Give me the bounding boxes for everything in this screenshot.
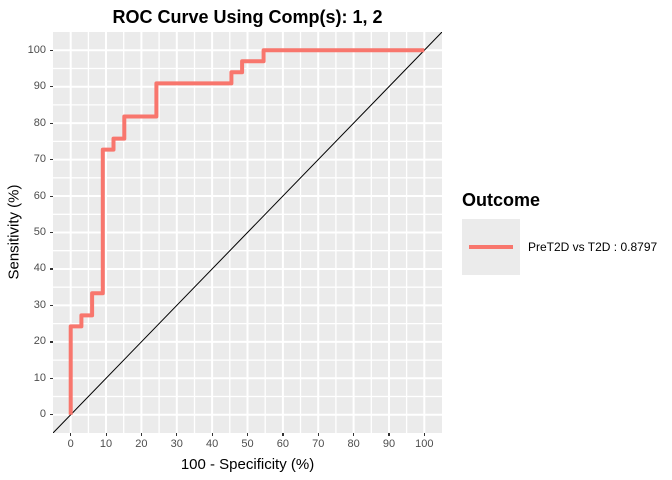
x-tick-mark (70, 433, 72, 436)
y-tick-label: 70 (33, 153, 46, 166)
x-tick-label: 70 (312, 438, 325, 450)
y-tick-mark (50, 49, 53, 51)
y-tick-mark (50, 304, 53, 307)
y-tick-mark (50, 232, 53, 234)
chart-svg (53, 32, 442, 433)
x-tick-label: 90 (382, 438, 396, 450)
grid-major-lines (53, 32, 442, 433)
y-tick-mark (50, 377, 53, 379)
legend-key-line-swatch (469, 245, 513, 249)
x-tick-label: 40 (206, 438, 219, 450)
x-tick-label: 80 (347, 438, 360, 450)
y-tick-mark (50, 414, 53, 416)
y-tick-mark (50, 195, 53, 197)
x-tick-mark (211, 433, 213, 436)
y-tick-mark (50, 268, 53, 270)
y-tick-label: 10 (33, 371, 46, 384)
x-tick-mark (423, 433, 425, 436)
y-tick-label: 30 (33, 298, 46, 311)
x-tick-mark (353, 433, 355, 436)
page-title: ROC Curve Using Comp(s): 1, 2 (112, 7, 383, 27)
x-tick-mark (388, 433, 390, 436)
x-tick-label: 0 (67, 438, 74, 450)
y-tick-label: 90 (33, 80, 46, 93)
y-tick-mark (50, 122, 53, 124)
x-tick-label: 100 (415, 438, 434, 450)
x-tick-label: 50 (241, 438, 254, 450)
x-axis-title: 100 - Specificity (%) (180, 456, 315, 473)
x-tick-mark (247, 433, 249, 436)
x-tick-label: 10 (99, 438, 113, 450)
y-tick-label: 20 (33, 335, 46, 348)
y-tick-label: 100 (27, 43, 46, 56)
y-tick-label: 60 (33, 189, 46, 202)
y-tick-label: 50 (33, 226, 46, 238)
roc-curve (68, 48, 425, 415)
y-tick-label: 0 (39, 408, 46, 421)
x-tick-label: 60 (276, 438, 289, 450)
x-tick-mark (140, 433, 143, 436)
x-tick-label: 30 (170, 438, 183, 450)
x-tick-mark (317, 433, 319, 436)
y-tick-label: 80 (33, 116, 46, 129)
y-tick-mark (50, 86, 53, 88)
x-tick-mark (176, 433, 178, 436)
y-tick-mark (50, 159, 53, 161)
plot-panel (53, 32, 442, 433)
x-tick-mark (105, 433, 107, 436)
y-axis-title: Sensitivity (%) (5, 184, 23, 280)
y-tick-label: 40 (33, 262, 46, 275)
legend-entry-label: PreT2D vs T2D : 0.8797 (528, 240, 658, 254)
x-tick-label: 20 (135, 438, 148, 450)
legend-title: Outcome (462, 190, 541, 210)
y-tick-mark (50, 341, 53, 343)
diagonal-reference-line (53, 32, 442, 433)
x-tick-mark (282, 433, 284, 436)
legend-key (462, 219, 520, 275)
